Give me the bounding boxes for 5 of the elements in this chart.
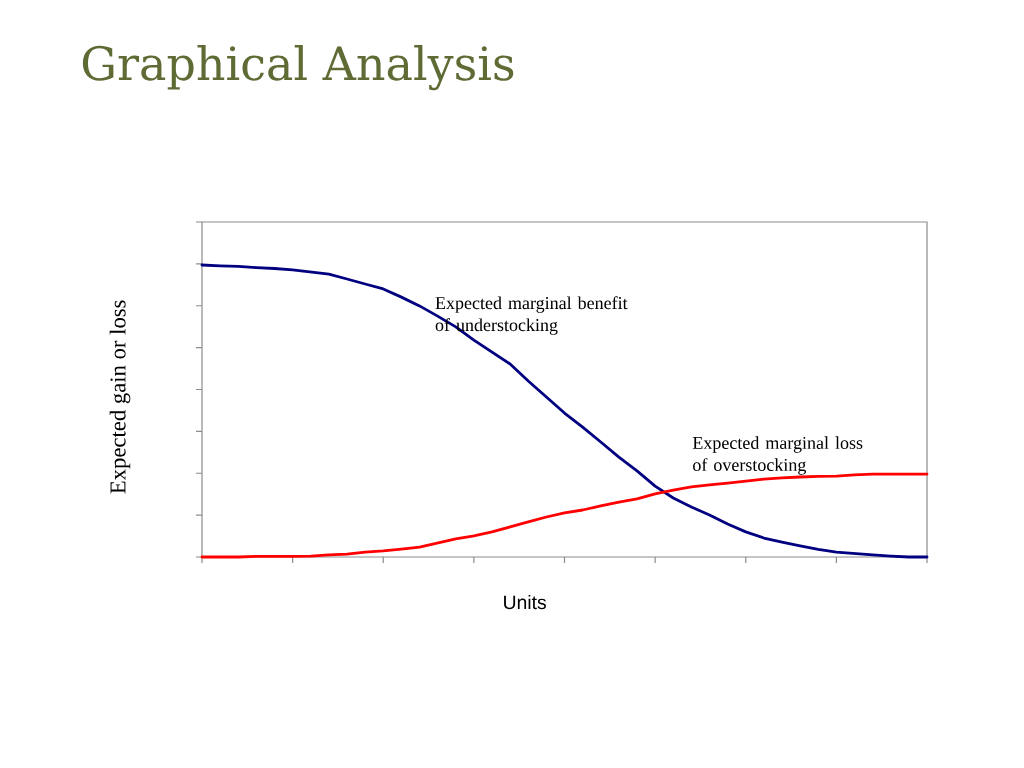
chart-title: Graphical Analysis <box>82 45 514 91</box>
series-label: Expected marginal loss of overstocking <box>692 436 863 475</box>
series-label: Expected marginal benefit of understocking <box>435 296 628 335</box>
y-axis-title: Expected gain or loss <box>109 300 131 494</box>
x-axis-title: Units <box>504 595 546 610</box>
